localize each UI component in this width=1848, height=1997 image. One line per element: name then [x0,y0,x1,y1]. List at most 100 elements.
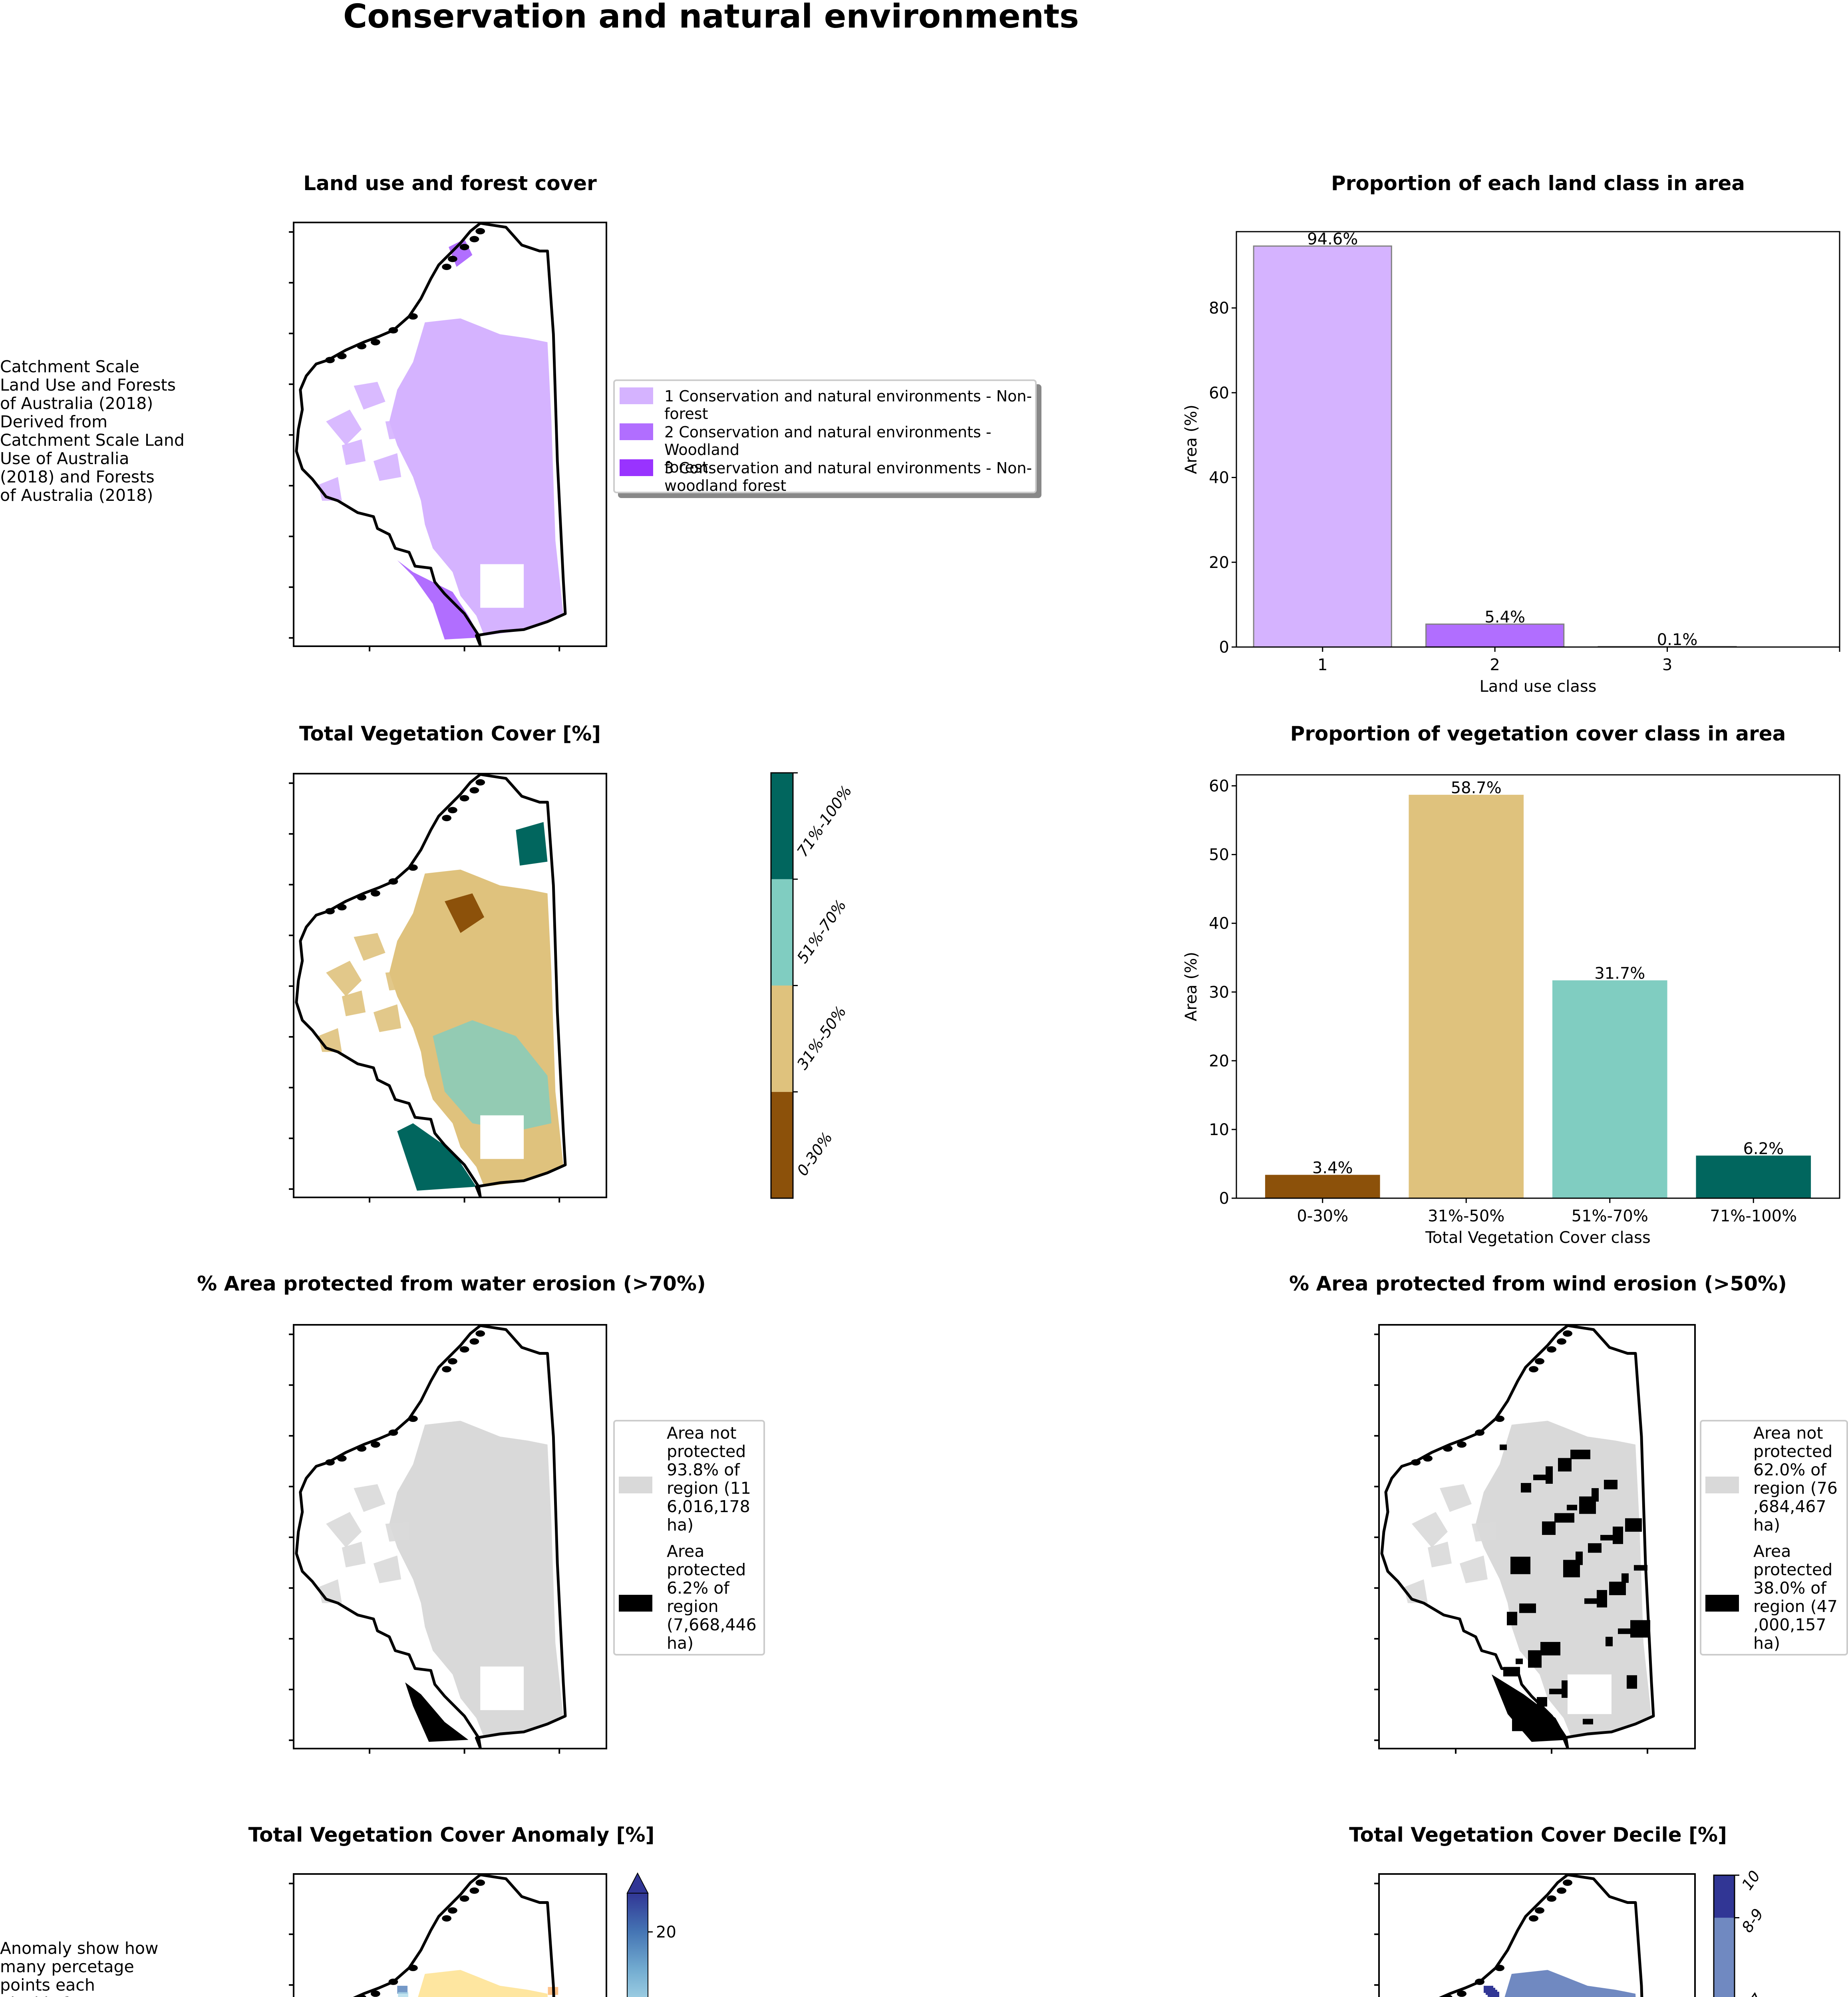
legend-swatch [1705,1595,1739,1612]
map-gap [480,1115,524,1159]
island [1443,1445,1453,1452]
veg-cover-map-canvas [289,773,567,1203]
island [408,864,418,871]
colorbar-extend-max [626,1872,649,1894]
island [1475,1979,1484,1985]
colorbar-tick-label: 20 [656,1923,676,1941]
decile-map-canvas [1374,1873,1643,1997]
map-gap [480,564,524,608]
map-region-main [1476,1421,1651,1738]
island [325,1459,335,1466]
land-class-chart-title: Proportion of each land class in area [1331,172,1745,195]
map-region-main [389,318,564,636]
map-region-patch [354,933,385,961]
anomaly-note: Anomaly show how many percetage points e… [0,1939,159,1997]
protected-patch [1583,1719,1593,1725]
x-tick-label: 2 [1490,656,1500,674]
colorbar-label: 4-7 [1738,1991,1767,1997]
protected-patch [1597,1590,1607,1608]
x-tick-label: 3 [1662,656,1672,674]
protected-patch [1613,1527,1623,1544]
y-tick-label: 10 [1209,1121,1229,1139]
map-region-main [418,1970,548,1997]
y-tick-label: 60 [1209,777,1229,796]
protected-patch [1546,1466,1553,1484]
island [337,904,347,911]
bar [1696,1155,1811,1198]
island [371,339,380,345]
map-region-patch [385,971,409,991]
island [1535,1358,1544,1365]
decile-map [1374,1873,1696,1997]
island [1563,1330,1572,1337]
legend-swatch [619,1477,652,1493]
island [475,1879,485,1886]
wind-erosion-map [1374,1324,1696,1754]
veg-dense-region [397,1123,477,1191]
legend-item-protected: Area protected 38.0% of region (47 ,000,… [1705,1542,1838,1652]
island [448,1358,457,1365]
land-use-legend: 1 Conservation and natural environments … [613,379,1037,494]
protected-patch [1540,1642,1560,1656]
island [459,1346,469,1353]
colorbar-segment [1714,1918,1735,1997]
y-tick-label: 80 [1209,299,1229,318]
map-region-patch [342,1541,366,1568]
y-tick-label: 30 [1209,983,1229,1002]
map-region-patch [385,419,409,439]
colorbar-label: 31%-50% [793,1003,850,1073]
protected-patch [1570,1449,1590,1459]
protected-region [1492,1674,1568,1742]
veg-low-region [445,893,485,933]
x-axis-label: Land use class [1479,677,1596,696]
colorbar-label: 0-30% [793,1129,836,1179]
legend-label: 2 Conservation and natural environments … [664,423,992,476]
island [371,1990,380,1997]
map-region-patch [1428,1541,1452,1568]
map-region-patch [354,381,385,410]
island [388,878,398,885]
island [1495,1415,1504,1422]
protected-patch [1521,1483,1531,1493]
island [1547,1346,1556,1353]
protected-patch [1592,1488,1599,1502]
land-use-map [289,222,607,651]
colorbar-segment [1714,1875,1735,1918]
colorbar-segment [771,985,793,1092]
island [442,815,451,822]
protected-patch [1567,1505,1577,1511]
colorbar-segment [771,879,793,986]
legend-swatch [619,1595,652,1612]
island [442,264,451,270]
veg-class-bar-chart: 3.4% 58.7% 31.7% 6.2% 0 10 20 30 40 50 60 0-30% 31%-… [1182,774,1840,1247]
legend-item-woodland: 2 Conservation and natural environments … [620,423,1035,476]
legend-swatch [620,423,653,440]
island [325,908,335,915]
colorbar-label: 71%-100% [793,782,855,860]
y-tick-label: 20 [1209,1052,1229,1070]
island [442,1366,451,1373]
protected-patch [1618,1628,1631,1634]
map-region-patch [1440,1484,1472,1512]
water-erosion-map [289,1324,607,1754]
protected-patch [1634,1565,1647,1571]
map-region-patch [354,1484,385,1512]
legend-label: 1 Conservation and natural environments … [664,387,1032,423]
bar-data-label: 0.1% [1657,631,1698,649]
protected-patch [1609,1582,1626,1595]
x-tick-label: 1 [1317,656,1327,674]
island [475,779,485,786]
island [357,894,367,901]
protected-patch [1588,1543,1602,1553]
coastline [353,1873,555,1997]
island [1443,1994,1453,1997]
legend-label: Area protected 6.2% of region (7,668,446… [667,1542,757,1653]
anomaly-patch [397,1985,408,1994]
island [1529,1366,1538,1373]
decile-patch [1490,1991,1499,1997]
island [469,236,479,242]
y-tick-label: 40 [1209,469,1229,487]
y-tick-label: 50 [1209,846,1229,864]
protected-patch [1542,1521,1556,1535]
protected-patch [1558,1458,1572,1472]
